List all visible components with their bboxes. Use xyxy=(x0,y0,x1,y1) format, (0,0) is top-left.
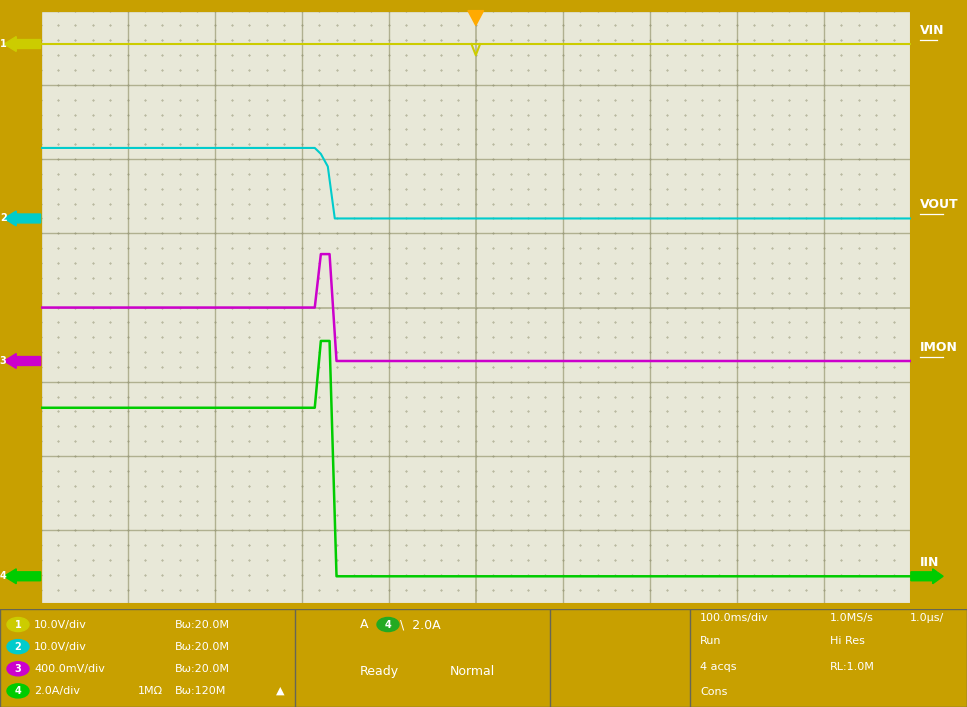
Text: VOUT: VOUT xyxy=(920,198,958,211)
Text: 2.0A/div: 2.0A/div xyxy=(34,686,80,696)
Text: ▲: ▲ xyxy=(276,686,284,696)
Text: 1: 1 xyxy=(15,619,21,629)
Text: 400.0mV/div: 400.0mV/div xyxy=(34,664,104,674)
Text: IMON: IMON xyxy=(920,341,957,354)
Text: 1.0MS/s: 1.0MS/s xyxy=(830,614,874,624)
Ellipse shape xyxy=(377,617,399,631)
Text: Hi Res: Hi Res xyxy=(830,636,864,645)
Text: Bω:120M: Bω:120M xyxy=(175,686,226,696)
Text: 4: 4 xyxy=(0,571,7,581)
Text: 4: 4 xyxy=(15,686,21,696)
Text: 100.0ms/div: 100.0ms/div xyxy=(700,614,769,624)
Text: 10.0V/div: 10.0V/div xyxy=(34,642,87,652)
Ellipse shape xyxy=(7,684,29,698)
Text: 2: 2 xyxy=(0,214,7,223)
Ellipse shape xyxy=(7,640,29,654)
FancyArrow shape xyxy=(4,211,41,226)
Text: VIN: VIN xyxy=(920,23,944,37)
FancyArrow shape xyxy=(911,569,943,584)
Text: 4 acqs: 4 acqs xyxy=(700,662,737,672)
Text: 1MΩ: 1MΩ xyxy=(138,686,163,696)
Text: Bω:20.0M: Bω:20.0M xyxy=(175,642,230,652)
Text: Ready: Ready xyxy=(360,665,399,678)
Text: RL:1.0M: RL:1.0M xyxy=(830,662,875,672)
Polygon shape xyxy=(468,11,484,25)
Text: Bω:20.0M: Bω:20.0M xyxy=(175,664,230,674)
FancyArrow shape xyxy=(4,569,41,584)
Text: Bω:20.0M: Bω:20.0M xyxy=(175,619,230,629)
Text: Normal: Normal xyxy=(450,665,495,678)
Text: 10.0V/div: 10.0V/div xyxy=(34,619,87,629)
Text: Cons: Cons xyxy=(700,687,727,697)
Text: 3: 3 xyxy=(0,356,7,366)
Ellipse shape xyxy=(7,662,29,676)
Ellipse shape xyxy=(7,617,29,631)
Text: IIN: IIN xyxy=(920,556,939,569)
Text: 2: 2 xyxy=(15,642,21,652)
Text: 3: 3 xyxy=(15,664,21,674)
Text: 4: 4 xyxy=(385,619,392,629)
Text: A: A xyxy=(360,618,368,631)
Text: 1: 1 xyxy=(0,39,7,49)
FancyArrow shape xyxy=(4,354,41,368)
FancyArrow shape xyxy=(4,37,41,52)
Text: Run: Run xyxy=(700,636,721,645)
Text: \  2.0A: \ 2.0A xyxy=(400,618,441,631)
Text: 1.0μs/: 1.0μs/ xyxy=(910,614,944,624)
